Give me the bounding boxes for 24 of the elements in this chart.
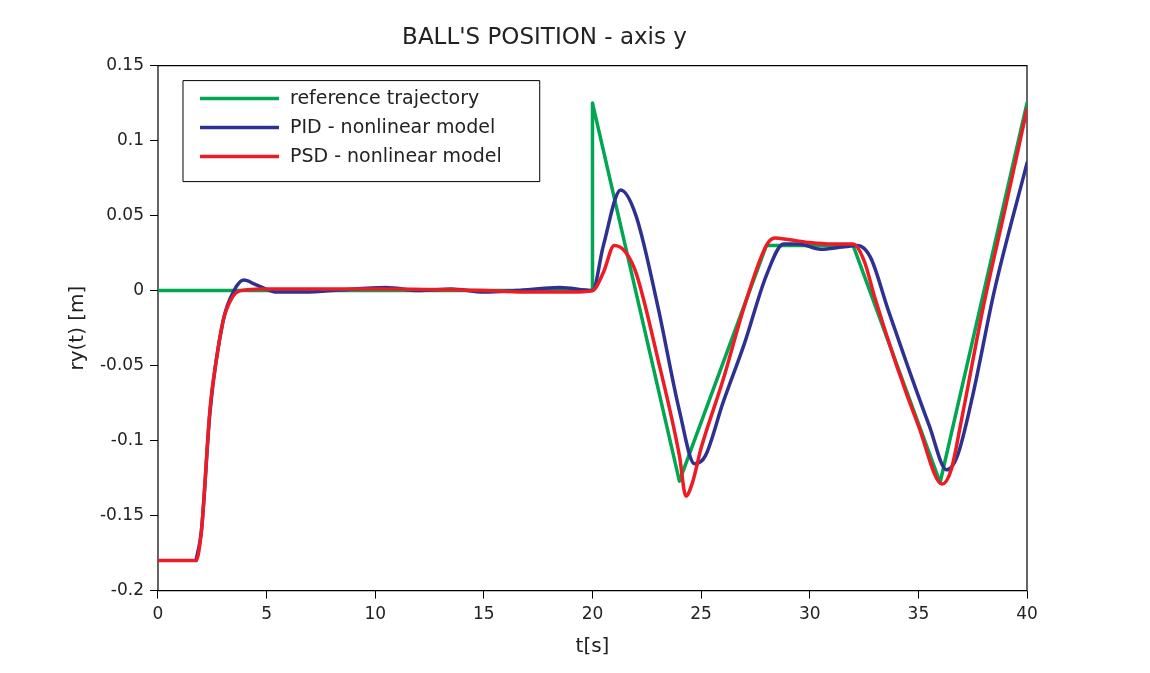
- line-series: [157, 107, 1027, 563]
- x-tick-label: 20: [581, 603, 604, 624]
- x-axis-title: t[s]: [575, 633, 610, 658]
- y-axis-title: ry(t) [m]: [64, 285, 89, 371]
- y-tick-label: 0.1: [116, 129, 144, 150]
- x-tick-label: 0: [152, 603, 164, 624]
- y-tick-label: -0.2: [110, 579, 144, 600]
- x-tick-label: 25: [690, 603, 712, 624]
- y-tick-label: -0.1: [110, 429, 144, 450]
- y-tick-label: 0.15: [106, 54, 144, 75]
- legend-label: PID - nonlinear model: [289, 114, 496, 137]
- x-tick-label: 40: [1016, 603, 1038, 624]
- y-tick-label: 0: [133, 279, 144, 300]
- x-tick-label: 10: [364, 603, 387, 624]
- y-tick-label: -0.15: [99, 504, 144, 525]
- x-tick-label: 30: [798, 603, 821, 624]
- legend-label: PSD - nonlinear model: [289, 143, 502, 166]
- x-tick-label: 35: [907, 603, 930, 624]
- chart-title: BALL'S POSITION - axis y: [402, 22, 687, 49]
- y-tick-label: 0.05: [106, 204, 144, 225]
- x-tick-label: 15: [473, 603, 495, 624]
- y-tick-label: -0.05: [99, 354, 144, 375]
- legend-label: reference trajectory: [289, 85, 480, 108]
- x-tick-label: 5: [261, 603, 273, 624]
